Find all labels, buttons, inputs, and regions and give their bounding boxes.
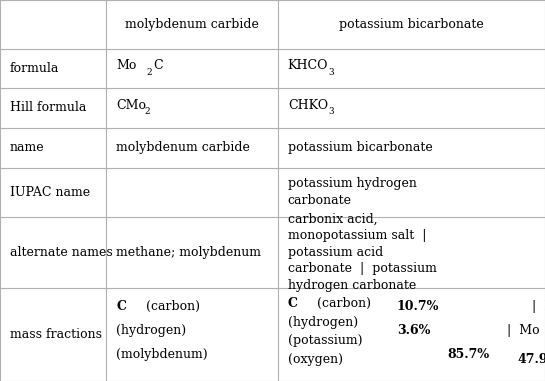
Text: 85.7%: 85.7% — [447, 348, 490, 361]
Text: C: C — [153, 59, 163, 72]
Text: mass fractions: mass fractions — [10, 328, 102, 341]
Text: 47.9%: 47.9% — [517, 353, 545, 366]
Text: potassium bicarbonate: potassium bicarbonate — [339, 18, 484, 31]
Text: |  Mo: | Mo — [499, 324, 540, 337]
Text: methane; molybdenum: methane; molybdenum — [116, 246, 261, 259]
Text: KHCO: KHCO — [288, 59, 328, 72]
Text: (carbon): (carbon) — [142, 300, 204, 313]
Text: formula: formula — [10, 62, 59, 75]
Text: (hydrogen): (hydrogen) — [116, 324, 190, 337]
Text: (molybdenum): (molybdenum) — [116, 348, 211, 361]
Text: CHKO: CHKO — [288, 99, 328, 112]
Text: alternate names: alternate names — [10, 246, 113, 259]
Text: |  H: | H — [524, 300, 545, 313]
Text: (hydrogen): (hydrogen) — [288, 316, 362, 329]
Text: name: name — [10, 141, 45, 154]
Text: molybdenum carbide: molybdenum carbide — [116, 141, 250, 154]
Text: (carbon): (carbon) — [313, 297, 376, 310]
Text: carbonix acid,
monopotassium salt  |
potassium acid
carbonate  |  potassium
hydr: carbonix acid, monopotassium salt | pota… — [288, 213, 437, 292]
Text: Hill formula: Hill formula — [10, 101, 86, 114]
Text: molybdenum carbide: molybdenum carbide — [125, 18, 259, 31]
Text: 2: 2 — [144, 107, 150, 116]
Text: 3: 3 — [328, 67, 334, 77]
Text: Mo: Mo — [116, 59, 136, 72]
Text: 3: 3 — [328, 107, 334, 116]
Text: C: C — [116, 300, 126, 313]
Text: (oxygen): (oxygen) — [288, 353, 347, 366]
Text: C: C — [288, 297, 298, 310]
Text: potassium hydrogen
carbonate: potassium hydrogen carbonate — [288, 178, 416, 207]
Text: 2: 2 — [146, 67, 152, 77]
Text: 10.7%: 10.7% — [397, 300, 439, 313]
Text: 3.6%: 3.6% — [397, 324, 430, 337]
Text: (potassium): (potassium) — [288, 335, 366, 347]
Text: IUPAC name: IUPAC name — [10, 186, 90, 199]
Text: potassium bicarbonate: potassium bicarbonate — [288, 141, 433, 154]
Text: CMo: CMo — [116, 99, 146, 112]
